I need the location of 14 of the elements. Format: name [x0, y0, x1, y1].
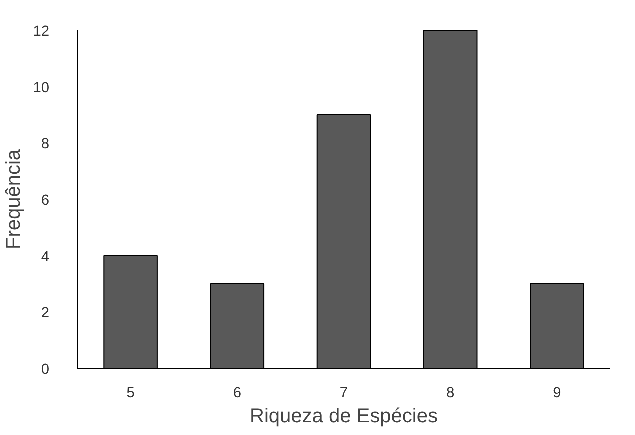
x-tick-label: 5: [126, 386, 135, 402]
x-axis-title: Riqueza de Espécies: [250, 406, 438, 428]
y-tick-label: 10: [33, 80, 50, 96]
y-tick-label: 6: [41, 193, 50, 209]
x-tick-label: 8: [446, 386, 455, 402]
y-tick-label: 8: [41, 136, 50, 153]
y-tick-label: 0: [41, 362, 50, 378]
x-tick-label: 7: [340, 386, 348, 402]
y-tick-label: 12: [33, 24, 50, 40]
y-tick-label: 4: [41, 249, 50, 266]
x-tick-label: 6: [233, 386, 242, 402]
y-tick-label: 2: [41, 306, 50, 322]
x-tick-label: 9: [553, 386, 562, 402]
y-axis-title: Frequência: [3, 148, 26, 250]
